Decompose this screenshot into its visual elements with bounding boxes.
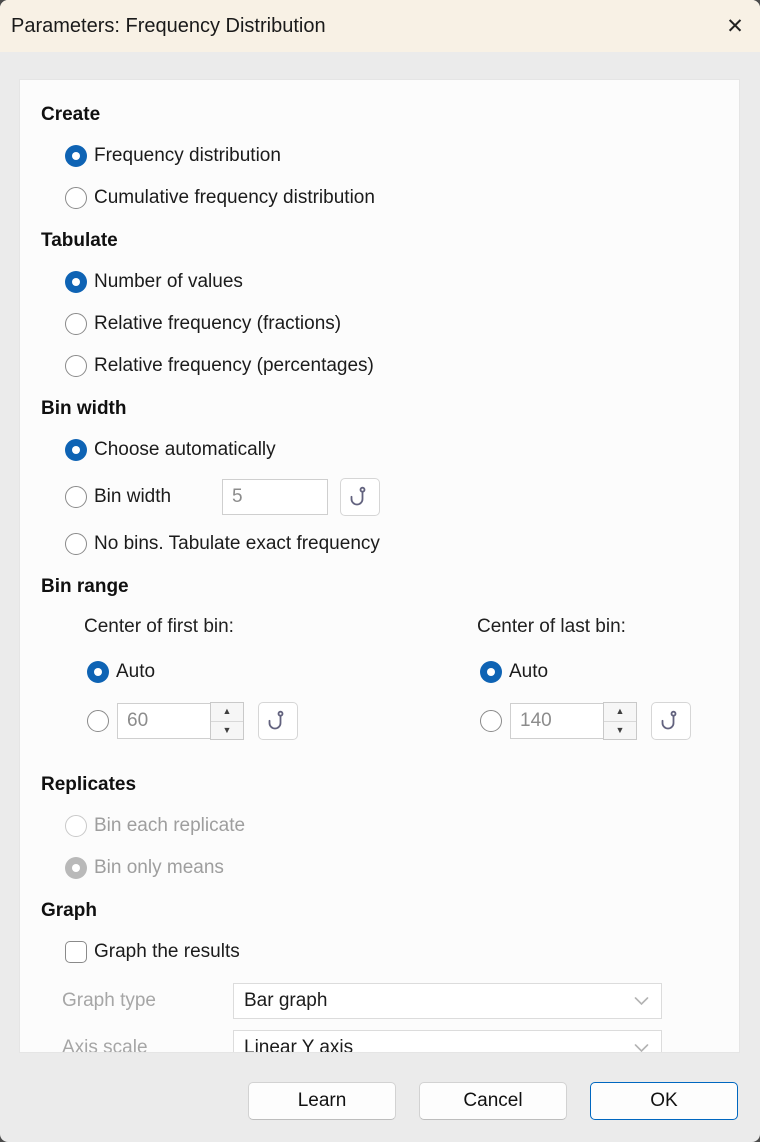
last-bin-label: Center of last bin: — [477, 616, 626, 637]
graph-results-checkbox[interactable] — [65, 941, 87, 963]
radio-label: Bin only means — [94, 857, 224, 878]
hook-icon — [268, 710, 284, 730]
bin-range-columns: Center of first bin: Auto ▲ ▼ — [63, 614, 739, 756]
chevron-down-icon — [634, 997, 649, 1006]
first-bin-center-input — [117, 703, 211, 739]
radio-label: Auto — [509, 661, 549, 682]
radio-button-relative-frequency-fractions[interactable] — [65, 313, 87, 335]
radio-label: Bin each replicate — [94, 815, 246, 836]
first-bin-spinner: ▲ ▼ — [117, 702, 244, 740]
radio-option-first-bin-auto[interactable]: Auto — [87, 658, 456, 686]
radio-button-bin-each-replicate — [65, 815, 87, 837]
spin-up-button: ▲ — [604, 703, 636, 722]
radio-label: Choose automatically — [94, 439, 276, 460]
axis-scale-label: Axis scale — [62, 1037, 148, 1053]
radio-option-bin-only-means: Bin only means — [65, 854, 739, 882]
radio-option-bin-width-manual[interactable]: Bin width — [65, 478, 739, 516]
graph-type-value: Bar graph — [244, 990, 328, 1011]
radio-label: Relative frequency (fractions) — [94, 313, 342, 334]
checkbox-option-graph-results[interactable]: Graph the results — [65, 938, 739, 966]
last-bin-hook-button — [651, 702, 691, 740]
first-bin-label: Center of first bin: — [84, 616, 234, 637]
radio-option-cumulative-frequency-distribution[interactable]: Cumulative frequency distribution — [65, 184, 739, 212]
close-icon: ✕ — [726, 14, 744, 38]
radio-option-relative-frequency-percentages[interactable]: Relative frequency (percentages) — [65, 352, 739, 380]
tabulate-section-header: Tabulate — [41, 230, 118, 251]
replicates-section-header: Replicates — [41, 774, 137, 795]
first-bin-column: Center of first bin: Auto ▲ ▼ — [63, 614, 456, 756]
last-bin-column: Center of last bin: Auto ▲ ▼ — [456, 614, 739, 756]
spin-up-icon: ▲ — [222, 706, 232, 717]
graph-type-select: Bar graph — [233, 983, 662, 1019]
radio-option-number-of-values[interactable]: Number of values — [65, 268, 739, 296]
radio-button-no-bins[interactable] — [65, 533, 87, 555]
first-bin-hook-button — [258, 702, 298, 740]
radio-label: Relative frequency (percentages) — [94, 355, 374, 376]
radio-option-bin-each-replicate: Bin each replicate — [65, 812, 739, 840]
dialog-title: Parameters: Frequency Distribution — [11, 14, 326, 37]
radio-label: Frequency distribution — [94, 145, 281, 166]
chevron-down-icon — [634, 1044, 649, 1052]
radio-label: Bin width — [94, 486, 172, 507]
parameters-panel: Create Frequency distribution Cumulative… — [19, 79, 740, 1053]
axis-scale-value: Linear Y axis — [244, 1037, 354, 1053]
radio-option-frequency-distribution[interactable]: Frequency distribution — [65, 142, 739, 170]
radio-button-first-bin-auto[interactable] — [87, 661, 109, 683]
radio-label: Cumulative frequency distribution — [94, 187, 375, 208]
radio-option-no-bins[interactable]: No bins. Tabulate exact frequency — [65, 530, 739, 558]
radio-option-last-bin-auto[interactable]: Auto — [480, 658, 739, 686]
radio-button-bin-width-manual[interactable] — [65, 486, 87, 508]
radio-button-bin-only-means — [65, 857, 87, 879]
spin-down-button: ▼ — [211, 721, 243, 739]
last-bin-stepper: ▲ ▼ — [603, 702, 637, 740]
radio-label: Number of values — [94, 271, 243, 292]
radio-button-first-bin-manual[interactable] — [87, 710, 109, 732]
hook-icon — [350, 486, 366, 506]
graph-type-label: Graph type — [62, 990, 156, 1011]
last-bin-spinner: ▲ ▼ — [510, 702, 637, 740]
radio-button-cumulative-frequency-distribution[interactable] — [65, 187, 87, 209]
bin-width-section-header: Bin width — [41, 398, 127, 419]
radio-option-relative-frequency-fractions[interactable]: Relative frequency (fractions) — [65, 310, 739, 338]
learn-button[interactable]: Learn — [248, 1082, 396, 1120]
axis-scale-select: Linear Y axis — [233, 1030, 662, 1053]
first-bin-stepper: ▲ ▼ — [210, 702, 244, 740]
ok-button[interactable]: OK — [590, 1082, 738, 1120]
checkbox-label: Graph the results — [94, 941, 240, 962]
spin-up-button: ▲ — [211, 703, 243, 722]
axis-scale-row: Axis scale Linear Y axis — [62, 1030, 739, 1053]
radio-button-frequency-distribution[interactable] — [65, 145, 87, 167]
radio-option-first-bin-manual[interactable]: ▲ ▼ — [87, 700, 456, 742]
spin-down-button: ▼ — [604, 721, 636, 739]
create-section-header: Create — [41, 104, 101, 125]
radio-button-last-bin-manual[interactable] — [480, 710, 502, 732]
radio-label: Auto — [116, 661, 156, 682]
radio-button-choose-automatically[interactable] — [65, 439, 87, 461]
bin-range-section-header: Bin range — [41, 576, 129, 597]
bin-width-hook-button — [340, 478, 380, 516]
bin-width-input — [222, 479, 328, 515]
graph-type-row: Graph type Bar graph — [62, 983, 739, 1019]
radio-option-last-bin-manual[interactable]: ▲ ▼ — [480, 700, 739, 742]
cancel-button[interactable]: Cancel — [419, 1082, 567, 1120]
radio-option-choose-automatically[interactable]: Choose automatically — [65, 436, 739, 464]
graph-section-header: Graph — [41, 900, 97, 921]
footer-button-bar: Learn Cancel OK — [0, 1053, 760, 1120]
spin-down-icon: ▼ — [615, 724, 625, 735]
spin-down-icon: ▼ — [222, 724, 232, 735]
close-button[interactable]: ✕ — [710, 0, 760, 52]
radio-button-last-bin-auto[interactable] — [480, 661, 502, 683]
radio-button-number-of-values[interactable] — [65, 271, 87, 293]
hook-icon — [661, 710, 677, 730]
last-bin-center-input — [510, 703, 604, 739]
radio-label: No bins. Tabulate exact frequency — [94, 533, 380, 554]
radio-button-relative-frequency-percentages[interactable] — [65, 355, 87, 377]
spin-up-icon: ▲ — [615, 706, 625, 717]
title-bar: Parameters: Frequency Distribution ✕ — [0, 0, 760, 52]
